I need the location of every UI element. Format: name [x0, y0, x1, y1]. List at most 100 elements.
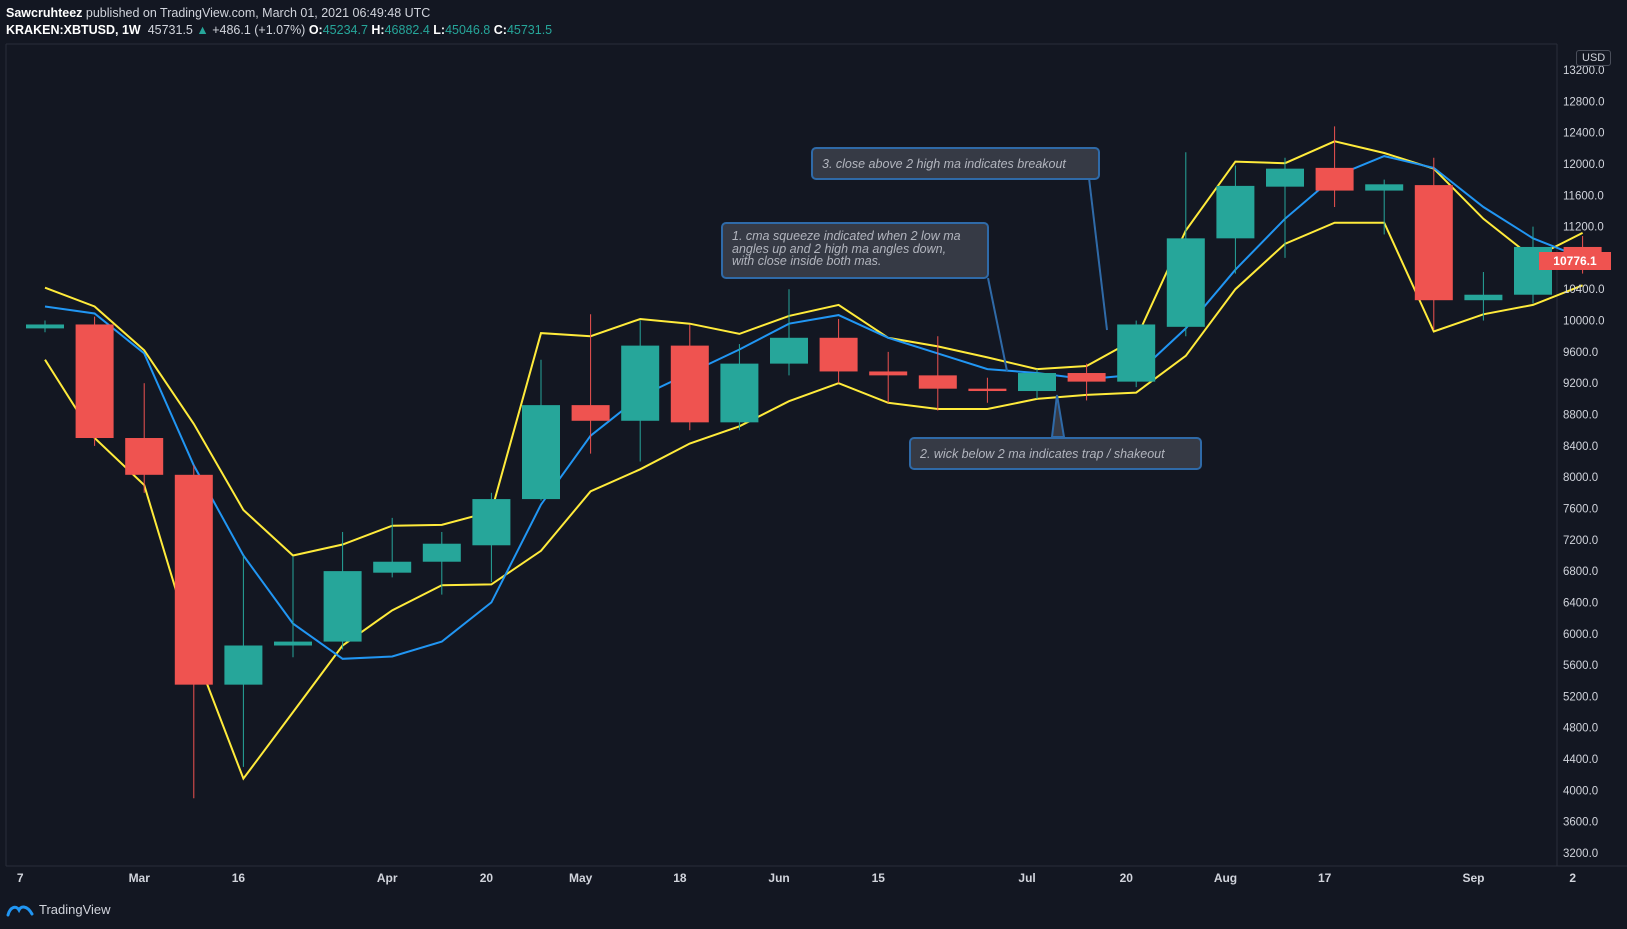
candle[interactable] [1216, 165, 1255, 274]
candle[interactable] [1414, 157, 1453, 330]
candle[interactable] [1166, 152, 1205, 337]
time-tick-label: Jul [1018, 871, 1035, 885]
price-tick-label: 12800.0 [1563, 96, 1605, 108]
time-tick-label: 7 [17, 871, 24, 885]
price-tick-label: 7200.0 [1563, 535, 1598, 547]
candle[interactable] [1464, 272, 1503, 321]
candle-body [373, 561, 412, 573]
annotation-wick-trap[interactable]: 2. wick below 2 ma indicates trap / shak… [909, 437, 1202, 470]
close-value: 45731.5 [506, 23, 553, 37]
candle[interactable] [373, 517, 412, 578]
candle[interactable] [26, 320, 64, 333]
candle-body [1018, 373, 1056, 392]
candle[interactable] [75, 316, 114, 446]
candle[interactable] [422, 531, 461, 595]
time-tick-label: 20 [480, 871, 494, 885]
price-tick-label: 10400.0 [1563, 284, 1605, 296]
price-tick-label: 3200.0 [1563, 848, 1598, 860]
time-tick-label: Aug [1214, 871, 1237, 885]
candle[interactable] [323, 531, 362, 650]
ohlc-line: KRAKEN:XBTUSD, 1W 45731.5 ▲ +486.1 (+1.0… [6, 22, 552, 39]
high-value: 46882.4 [384, 23, 430, 37]
candle-body [819, 337, 858, 372]
candle[interactable] [819, 318, 858, 384]
callout-1-pointer [987, 277, 1008, 372]
candle[interactable] [472, 492, 511, 583]
time-tick-label: 16 [232, 871, 246, 885]
price-tick-label: 4800.0 [1563, 723, 1598, 735]
ma-line-2 [44, 221, 1583, 781]
publish-info: published on TradingView.com, March 01, … [85, 6, 431, 20]
price-tick-label: 10000.0 [1563, 316, 1605, 328]
price-tick-label: 11600.0 [1563, 190, 1604, 202]
time-axis[interactable]: 7 Mar 16 Apr 20 May 18 Jun 15 Jul 20 Aug 17 Sep 2 [17, 871, 1576, 885]
candle-body [1365, 184, 1404, 191]
author-name[interactable]: Sawcruhteez [6, 6, 83, 20]
tradingview-logo-icon [6, 905, 34, 916]
annotation-cma-squeeze[interactable]: 1. cma squeeze indicated when 2 low ma a… [721, 222, 989, 279]
candle[interactable] [1315, 126, 1354, 208]
price-change: +486.1 (+1.07%) [212, 23, 306, 37]
candle-body [1216, 185, 1255, 239]
candle-body [571, 405, 610, 421]
symbol-label[interactable]: KRAKEN:XBTUSD, 1W [6, 23, 141, 37]
price-tick-label: 11200.0 [1563, 222, 1604, 234]
candle-body [670, 345, 709, 423]
price-tick-label: 12400.0 [1563, 128, 1605, 140]
annotation-3-text: 3. close above 2 high ma indicates break… [822, 157, 1066, 171]
candle-body [274, 641, 312, 646]
last-price: 45731.5 [147, 23, 193, 37]
time-tick-label: 18 [673, 871, 687, 885]
time-tick-label: Apr [377, 871, 398, 885]
price-tick-label: 6400.0 [1563, 597, 1598, 609]
callout-3-pointer [1088, 177, 1108, 331]
candle[interactable] [174, 465, 213, 799]
low-value: 45046.8 [445, 23, 491, 37]
price-tick-label: 4000.0 [1563, 785, 1598, 797]
candle[interactable] [968, 377, 1007, 403]
candle-body [472, 499, 511, 546]
time-tick-label: May [569, 871, 593, 885]
annotation-breakout[interactable]: 3. close above 2 high ma indicates break… [811, 147, 1100, 180]
time-tick-label: Mar [129, 871, 151, 885]
candle[interactable] [918, 336, 957, 411]
ma-line-1 [44, 140, 1584, 557]
candle[interactable] [274, 556, 312, 658]
price-axis[interactable]: 3200.0 3600.0 4000.0 4400.0 4800.0 5200.0 5600… [1563, 65, 1605, 860]
candle[interactable] [1067, 363, 1106, 401]
candle[interactable] [224, 555, 263, 767]
candle-body [1166, 238, 1205, 327]
candle-body [1464, 294, 1503, 301]
candle-body [125, 438, 164, 475]
candle[interactable] [621, 320, 660, 462]
publish-line: Sawcruhteez published on TradingView.com… [6, 5, 552, 22]
candle-body [1315, 167, 1354, 191]
candle-body [174, 474, 213, 685]
candle[interactable] [1266, 157, 1304, 258]
price-tick-label: 4400.0 [1563, 754, 1598, 766]
tradingview-brand[interactable]: TradingView [6, 902, 111, 917]
time-tick-label: Sep [1462, 871, 1484, 885]
candle[interactable] [670, 324, 709, 431]
candle-body [1117, 324, 1156, 382]
time-tick-label: 2 [1569, 871, 1576, 885]
candle[interactable] [1117, 320, 1156, 388]
candle[interactable] [125, 383, 164, 493]
candle[interactable] [571, 314, 610, 454]
candle[interactable] [1365, 179, 1404, 235]
brand-name: TradingView [39, 902, 111, 917]
candle[interactable] [720, 344, 759, 431]
price-tick-label: 8800.0 [1563, 410, 1598, 422]
open-value: 45234.7 [322, 23, 368, 37]
time-tick-label: 15 [872, 871, 886, 885]
candle[interactable] [869, 351, 908, 403]
candle[interactable] [522, 359, 560, 501]
grid-lines [5, 43, 1627, 867]
candle[interactable] [770, 289, 808, 376]
candle-body [621, 345, 660, 421]
currency-label[interactable]: USD [1576, 50, 1612, 66]
candle[interactable] [1018, 369, 1056, 399]
current-price-tag: 10776.1 [1539, 252, 1611, 270]
price-tick-label: 8000.0 [1563, 472, 1598, 484]
